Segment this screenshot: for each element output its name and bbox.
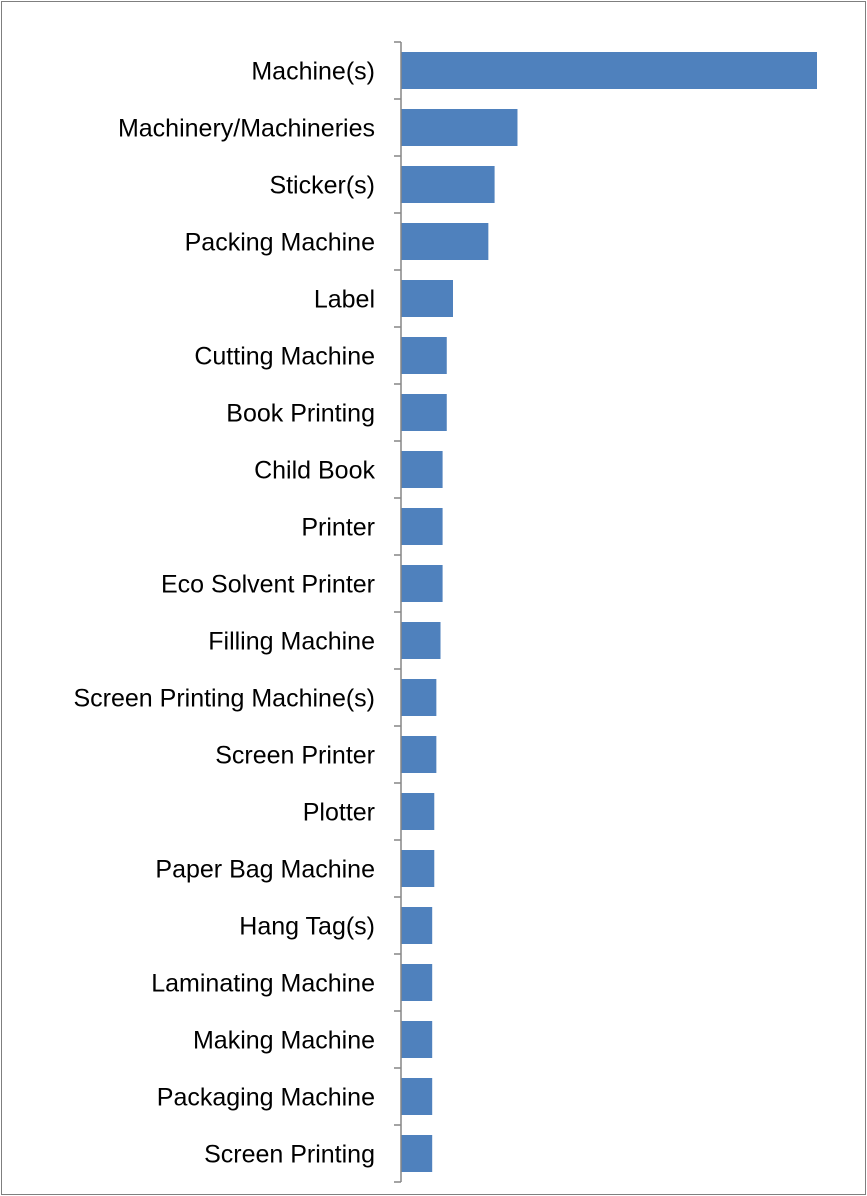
bar-1 — [401, 109, 518, 146]
bar-15 — [401, 907, 433, 944]
bar-8 — [401, 508, 443, 545]
bar-17 — [401, 1021, 433, 1058]
category-label: Hang Tag(s) — [239, 913, 375, 941]
category-label: Eco Solvent Printer — [161, 571, 375, 599]
category-label: Sticker(s) — [269, 172, 375, 200]
category-label: Plotter — [303, 799, 375, 827]
category-label: Packaging Machine — [157, 1084, 375, 1112]
category-axis — [394, 41, 402, 1183]
bar-14 — [401, 850, 435, 887]
bar-9 — [401, 565, 443, 602]
bar-3 — [401, 223, 489, 260]
bar-2 — [401, 166, 495, 203]
bar-12 — [401, 736, 437, 773]
category-label: Screen Printing Machine(s) — [73, 685, 375, 713]
bar-13 — [401, 793, 435, 830]
category-label: Screen Printing — [204, 1141, 375, 1169]
bar-4 — [401, 280, 453, 317]
category-label: Making Machine — [193, 1027, 375, 1055]
category-label: Screen Printer — [215, 742, 375, 770]
category-label: Laminating Machine — [151, 970, 375, 998]
bar-11 — [401, 679, 437, 716]
bar-6 — [401, 394, 447, 431]
bar-5 — [401, 337, 447, 374]
category-label: Machine(s) — [251, 58, 375, 86]
category-label: Printer — [301, 514, 375, 542]
bars-group — [401, 52, 817, 1172]
bar-7 — [401, 451, 443, 488]
category-label: Label — [314, 286, 375, 314]
category-label: Filling Machine — [208, 628, 375, 656]
bar-0 — [401, 52, 817, 89]
bar-19 — [401, 1135, 433, 1172]
bar-16 — [401, 964, 433, 1001]
bar-10 — [401, 622, 441, 659]
bar-18 — [401, 1078, 433, 1115]
category-label: Packing Machine — [185, 229, 375, 257]
category-label: Machinery/Machineries — [118, 115, 375, 143]
category-label: Child Book — [254, 457, 375, 485]
category-label: Cutting Machine — [194, 343, 375, 371]
category-labels: Machine(s) Machinery/Machineries Sticker(s… — [73, 58, 375, 1169]
category-label: Paper Bag Machine — [155, 856, 375, 884]
category-label: Book Printing — [226, 400, 375, 428]
